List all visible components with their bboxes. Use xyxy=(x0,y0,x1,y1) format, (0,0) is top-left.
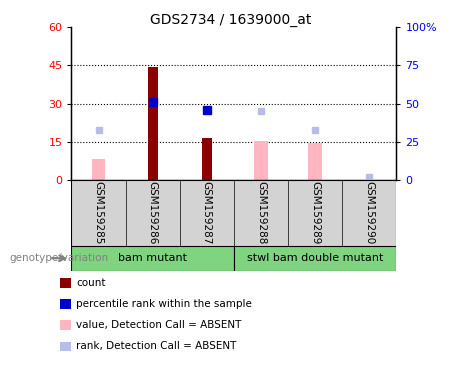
Text: GSM159285: GSM159285 xyxy=(94,181,104,245)
Text: genotype/variation: genotype/variation xyxy=(9,253,108,263)
Text: rank, Detection Call = ABSENT: rank, Detection Call = ABSENT xyxy=(76,341,236,351)
Bar xyxy=(71,246,234,271)
Bar xyxy=(92,159,105,180)
Text: GSM159290: GSM159290 xyxy=(364,182,374,245)
Text: percentile rank within the sample: percentile rank within the sample xyxy=(76,299,252,309)
Text: GSM159289: GSM159289 xyxy=(310,181,320,245)
Bar xyxy=(254,141,268,180)
Text: GSM159288: GSM159288 xyxy=(256,181,266,245)
Bar xyxy=(308,143,322,180)
Text: value, Detection Call = ABSENT: value, Detection Call = ABSENT xyxy=(76,320,242,330)
Text: count: count xyxy=(76,278,106,288)
Bar xyxy=(202,138,212,180)
Bar xyxy=(234,246,396,271)
Text: GSM159286: GSM159286 xyxy=(148,181,158,245)
Text: stwl bam double mutant: stwl bam double mutant xyxy=(247,253,384,263)
Text: GDS2734 / 1639000_at: GDS2734 / 1639000_at xyxy=(150,13,311,27)
Text: GSM159287: GSM159287 xyxy=(202,181,212,245)
Bar xyxy=(148,66,158,180)
Text: bam mutant: bam mutant xyxy=(118,253,187,263)
